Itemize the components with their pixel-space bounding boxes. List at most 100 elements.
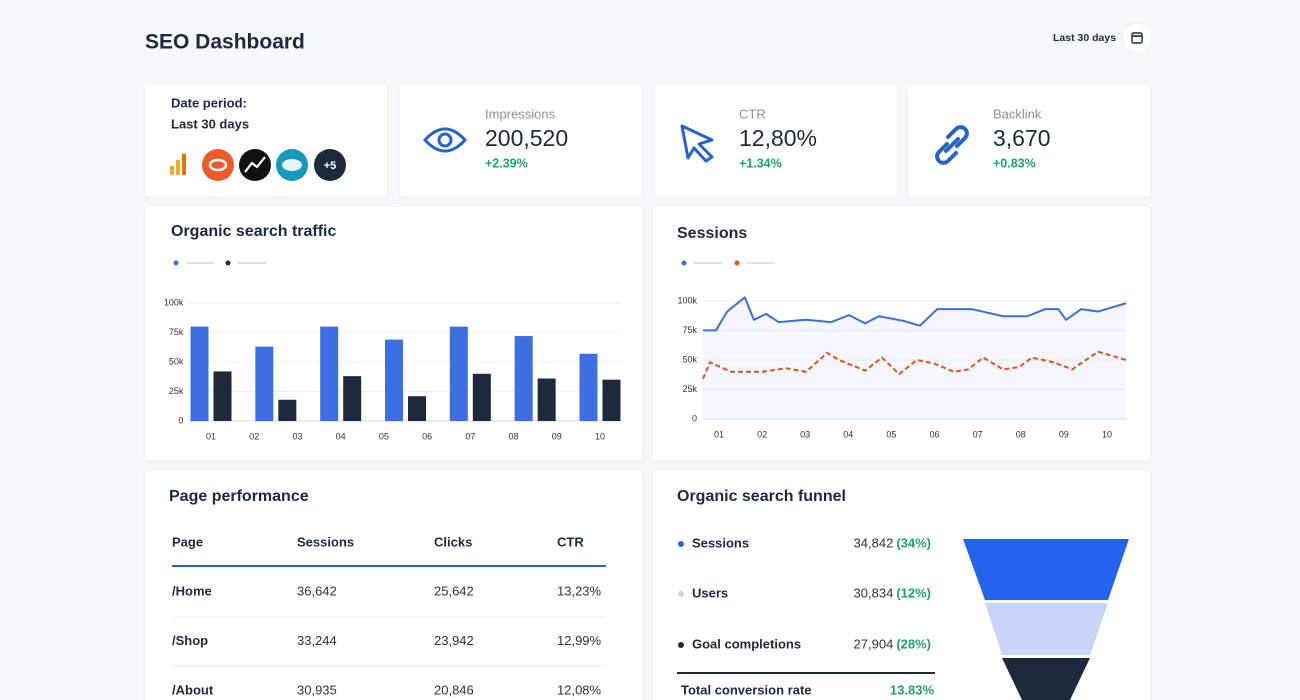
page-cell: /About <box>172 682 214 697</box>
funnel-dot <box>678 541 684 547</box>
bar <box>213 371 232 421</box>
page-title: SEO Dashboard <box>145 31 305 54</box>
x-tick-label: 09 <box>552 431 562 441</box>
bar <box>537 378 556 421</box>
legend-marker <box>734 260 740 266</box>
x-tick-label: 04 <box>336 431 346 441</box>
table-cell: 30,935 <box>297 682 337 697</box>
funnel-value: 27,904 <box>854 636 894 651</box>
page-cell: /Home <box>172 583 212 598</box>
funnel-label: Goal completions <box>692 636 801 651</box>
x-tick-label: 09 <box>1059 429 1069 439</box>
x-tick-label: 05 <box>379 431 389 441</box>
table-cell: 20,846 <box>434 682 474 697</box>
x-tick-label: 05 <box>886 429 896 439</box>
table-cell: 12,99% <box>557 633 602 648</box>
bar <box>579 353 598 421</box>
page-cell: /Shop <box>172 633 208 648</box>
y-tick-label: 50k <box>169 356 184 366</box>
chart-card <box>145 207 642 460</box>
x-tick-label: 01 <box>714 429 724 439</box>
column-header: Page <box>172 534 203 549</box>
calendar-button[interactable] <box>1121 22 1153 54</box>
kpi-card <box>908 85 1150 197</box>
bar <box>255 346 274 421</box>
table-cell: 13,23% <box>557 583 602 598</box>
y-tick-label: 100k <box>164 297 184 307</box>
chart-title: Organic search traffic <box>171 223 337 240</box>
y-tick-label: 75k <box>169 327 184 337</box>
funnel-label: Sessions <box>692 535 749 550</box>
funnel-dot <box>678 642 684 648</box>
bar <box>385 339 403 421</box>
y-tick-label: 100k <box>677 295 697 305</box>
x-tick-label: 08 <box>1016 429 1026 439</box>
bar <box>408 396 426 421</box>
funnel-title: Organic search funnel <box>677 488 846 505</box>
total-label: Total conversion rate <box>681 682 812 697</box>
kpi-value: 3,670 <box>993 125 1051 151</box>
bar <box>472 373 491 421</box>
funnel-label: Users <box>692 585 728 600</box>
column-header: CTR <box>557 534 584 549</box>
x-tick-label: 03 <box>292 431 302 441</box>
y-tick-label: 25k <box>682 384 697 394</box>
legend-marker <box>225 260 231 266</box>
kpi-delta: +0.83% <box>993 156 1036 170</box>
funnel-share: (34%) <box>896 535 931 550</box>
cursor-icon <box>680 124 714 163</box>
date-value: Last 30 days <box>171 116 249 131</box>
table-cell: 23,942 <box>434 633 474 648</box>
funnel-stage <box>1002 658 1090 700</box>
legend-marker <box>681 260 687 266</box>
table-cell: 36,642 <box>297 583 337 598</box>
funnel-stage <box>963 539 1129 600</box>
x-tick-label: 06 <box>422 431 432 441</box>
funnel-share: (12%) <box>896 585 931 600</box>
y-tick-label: 50k <box>682 354 697 364</box>
table-title: Page performance <box>169 488 309 505</box>
x-tick-label: 06 <box>930 429 940 439</box>
y-tick-label: 0 <box>692 413 697 423</box>
x-tick-label: 10 <box>595 431 605 441</box>
legend-marker <box>173 260 179 266</box>
more-integrations: +5 <box>324 160 337 172</box>
kpi-delta: +1.34% <box>739 156 782 170</box>
y-tick-label: 25k <box>169 386 184 396</box>
funnel-value: 34,842 <box>854 535 894 550</box>
y-tick-label: 0 <box>178 415 183 425</box>
chart-title: Sessions <box>677 225 747 242</box>
period-button[interactable]: Last 30 days <box>1053 32 1116 44</box>
column-header: Sessions <box>297 534 354 549</box>
bar <box>343 376 362 421</box>
kpi-label: Backlink <box>993 106 1042 121</box>
table-card <box>145 470 642 700</box>
funnel-stage <box>985 603 1108 655</box>
line-area <box>703 297 1126 419</box>
kpi-value: 200,520 <box>485 125 568 151</box>
x-tick-label: 02 <box>249 431 259 441</box>
link-icon <box>935 125 969 165</box>
funnel-share: (28%) <box>896 636 931 651</box>
kpi-value: 12,80% <box>739 125 817 151</box>
x-tick-label: 08 <box>509 431 519 441</box>
kpi-card <box>655 85 897 197</box>
bar <box>278 399 297 421</box>
kpi-label: CTR <box>739 106 766 121</box>
x-tick-label: 04 <box>843 429 853 439</box>
x-tick-label: 01 <box>206 431 216 441</box>
table-cell: 33,244 <box>297 633 337 648</box>
bar <box>320 326 339 421</box>
table-cell: 25,642 <box>434 583 474 598</box>
x-tick-label: 10 <box>1102 429 1112 439</box>
bar <box>514 336 533 421</box>
funnel-value: 30,834 <box>854 585 894 600</box>
integration-icons <box>170 149 346 181</box>
eye-icon <box>422 127 468 153</box>
kpi-delta: +2.39% <box>485 156 528 170</box>
line-series <box>702 350 1127 380</box>
y-tick-label: 75k <box>682 325 697 335</box>
x-tick-label: 02 <box>757 429 767 439</box>
line-series <box>703 296 1127 332</box>
